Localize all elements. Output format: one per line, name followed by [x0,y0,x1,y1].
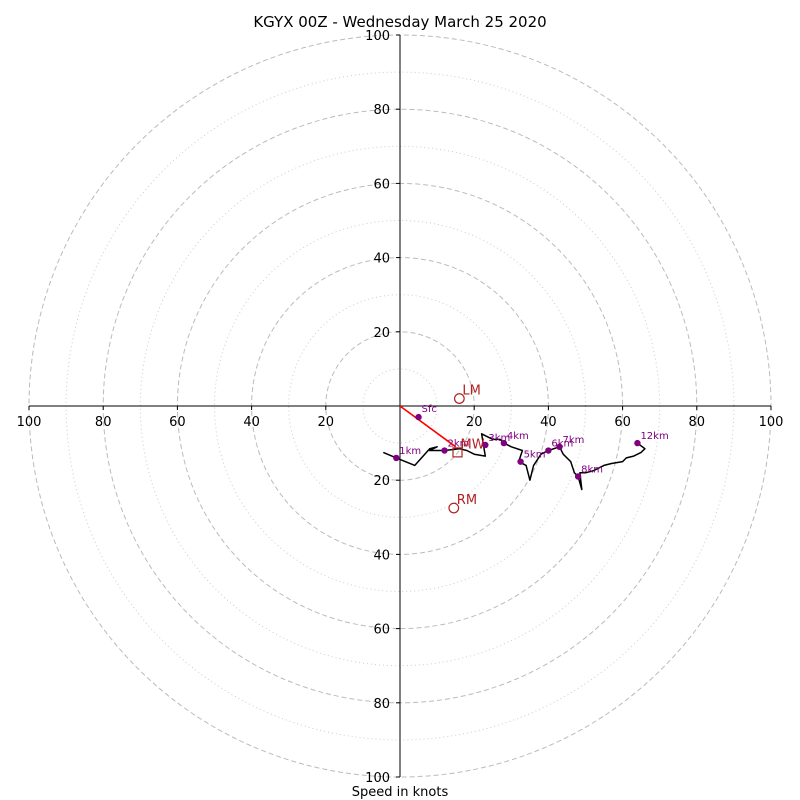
x-tick-label: 40 [540,415,557,430]
height-marker-label: 4km [507,431,529,442]
height-marker-label: 12km [640,431,668,442]
storm-motion-marker [448,502,460,514]
height-marker-label: 6km [551,439,573,450]
height-marker [556,443,563,451]
x-tick-label: 80 [689,415,706,430]
y-tick-label: 80 [373,697,390,712]
height-marker-label: 3km [488,433,510,444]
y-tick-label: 100 [365,29,390,44]
height-marker-label: 5km [524,450,546,461]
x-tick-label: 60 [614,415,631,430]
shear-line [399,405,457,448]
y-tick-label: 20 [373,326,390,341]
y-tick-label: 80 [373,103,390,118]
storm-motion-label: RM [457,493,477,508]
storm-motion-label: MW [461,437,485,452]
height-marker-label: 1km [399,446,421,457]
storm-motion-label: LM [462,384,480,399]
y-tick-label: 40 [373,548,390,563]
height-marker [415,413,422,421]
y-tick-label: 100 [365,771,390,786]
x-axis-label: Speed in knots [352,785,449,800]
storm-motion-marker [452,447,463,458]
chart-title: KGYX 00Z - Wednesday March 25 2020 [253,13,546,31]
height-marker [545,447,552,454]
y-tick-label: 60 [373,623,390,638]
height-marker [517,458,524,465]
storm-motion-marker [453,393,465,404]
x-tick-label: 100 [759,415,784,430]
height-marker [441,447,448,454]
x-tick-label: 20 [318,415,335,430]
x-tick-label: 60 [169,415,186,430]
height-marker [482,441,489,449]
height-marker [393,454,400,462]
hodograph-line [383,433,646,491]
height-marker-label: 2km [448,439,470,450]
height-marker-label: 7km [563,435,585,446]
surface-label: Sfc [422,404,437,415]
height-marker [634,439,641,447]
y-tick-label: 60 [373,177,390,192]
y-tick-label: 40 [373,252,390,267]
x-tick-label: 40 [243,415,260,430]
height-marker-label: 8km [581,464,603,475]
height-marker [500,439,508,447]
tick-labels: 100 80 60 40 20 20 40 60 80 100 100 80 60 40 20 20 40 60 8… [17,29,784,786]
height-marker [574,473,582,480]
x-tick-label: 80 [95,415,112,430]
y-tick-label: 20 [373,474,390,489]
x-tick-label: 100 [17,415,42,430]
x-tick-label: 20 [466,415,483,430]
